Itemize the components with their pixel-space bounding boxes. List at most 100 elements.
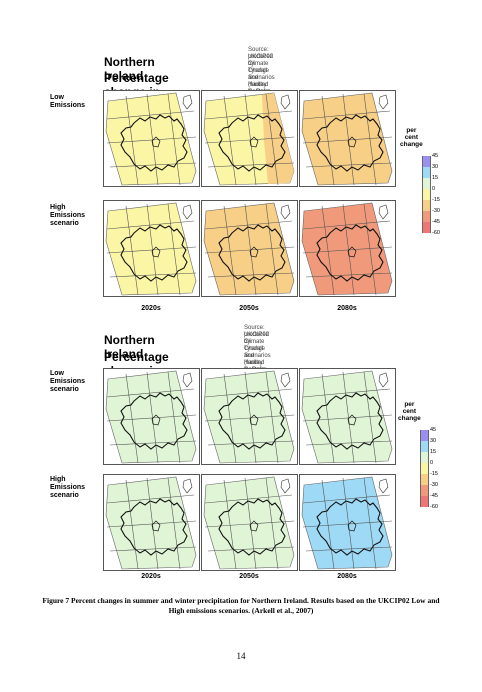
grid-line [167, 93, 181, 186]
precipitation-map [105, 476, 197, 570]
precipitation-map [105, 92, 197, 186]
legend-tick-label: -15 [432, 197, 440, 203]
summer-decade-2050s: 2050s [239, 305, 259, 312]
grid-line [321, 95, 335, 186]
winter-decade-2050s: 2050s [239, 573, 259, 580]
grid-lines [106, 477, 197, 570]
grid-line [223, 479, 237, 570]
lough-neagh-outline [249, 520, 259, 532]
grid-line [207, 162, 295, 168]
winter-map-low-2080s [299, 368, 396, 465]
legend-swatch [420, 485, 429, 496]
row-label-line: Emissions [50, 212, 86, 219]
grid-line [363, 371, 377, 464]
legend-swatch [420, 463, 429, 474]
summer-map-high-2020s [103, 200, 200, 297]
lough-neagh-outline [249, 414, 259, 426]
island-outline [280, 478, 291, 494]
grid-line [342, 203, 355, 296]
island-outline [378, 94, 389, 110]
island-outline [280, 204, 291, 220]
grid-line [207, 272, 295, 278]
grid-line [106, 220, 195, 230]
island-outline [280, 94, 291, 110]
grid-line [244, 203, 257, 296]
legend-tick-label: -30 [430, 482, 438, 488]
island-outline [182, 94, 193, 110]
winter-map-high-2080s [299, 474, 396, 571]
grid-line [265, 477, 279, 570]
figure-caption: Figure 7 Percent changes in summer and w… [42, 596, 440, 615]
grid-line [302, 388, 391, 398]
grid-line [106, 388, 195, 398]
grid-line [265, 203, 279, 296]
legend-tick-label: 0 [432, 186, 436, 192]
legend-title-line: change [398, 415, 421, 422]
legend-tick-label: 45 [430, 427, 437, 433]
precipitation-map [105, 202, 197, 296]
grid-line [342, 477, 355, 570]
grid-lines [204, 93, 295, 186]
coastline [316, 114, 384, 172]
lough-neagh-outline [151, 136, 161, 148]
precipitation-map [203, 92, 295, 186]
row-label-line: Emissions [50, 484, 86, 491]
grid-line [106, 414, 197, 422]
precipitation-map [203, 476, 295, 570]
legend-title: per cent change [400, 127, 423, 148]
coastline [316, 224, 384, 282]
grid-line [305, 272, 393, 278]
legend-swatch [422, 222, 431, 233]
legend-tick-label: -60 [432, 230, 440, 236]
grid-line [302, 220, 391, 230]
grid-lines [302, 203, 393, 296]
grid-line [223, 205, 237, 296]
grid-line [106, 136, 197, 144]
island-outline [378, 478, 389, 494]
legend-tick-label: -15 [430, 471, 438, 477]
grid-line [265, 371, 279, 464]
grid-line [244, 371, 257, 464]
grid-line [363, 203, 377, 296]
lough-neagh-outline [347, 246, 357, 258]
grid-line [125, 479, 139, 570]
grid-line [321, 205, 335, 296]
legend-tick-label: -45 [432, 219, 440, 225]
grid-line [125, 205, 139, 296]
grid-line [302, 136, 393, 144]
legend-title-line: per cent [402, 401, 417, 415]
lough-neagh-outline [151, 414, 161, 426]
row-label-line: High [50, 204, 66, 211]
grid-line [146, 371, 159, 464]
grid-line [167, 371, 181, 464]
precipitation-map [301, 92, 393, 186]
grid-line [146, 93, 159, 186]
row-label-line: scenario [50, 386, 79, 393]
coastline [218, 498, 286, 556]
legend-tick-label: -30 [432, 208, 440, 214]
grid-lines [106, 203, 197, 296]
legend-swatch [420, 474, 429, 485]
winter-legend: per cent change 45 30 15 0 -15 -30 -45 -60 [398, 401, 438, 510]
winter-map-low-2050s [201, 368, 298, 465]
grid-lines [204, 477, 295, 570]
winter-decade-2080s: 2080s [337, 573, 357, 580]
grid-line [167, 203, 181, 296]
island-outline [182, 204, 193, 220]
grid-line [363, 477, 377, 570]
row-label-line: High [50, 476, 66, 483]
row-label-line: Emissions [50, 378, 86, 385]
legend-swatch [422, 200, 431, 211]
row-label-line: Low [50, 370, 64, 377]
grid-line [302, 246, 393, 254]
grid-line [204, 110, 293, 120]
precipitation-map [301, 476, 393, 570]
winter-map-high-2020s [103, 474, 200, 571]
island-outline [378, 204, 389, 220]
grid-line [244, 477, 257, 570]
legend-tick-label: 0 [430, 460, 434, 466]
summer-decade-2080s: 2080s [337, 305, 357, 312]
grid-line [146, 203, 159, 296]
grid-line [321, 373, 335, 464]
precipitation-map [203, 202, 295, 296]
